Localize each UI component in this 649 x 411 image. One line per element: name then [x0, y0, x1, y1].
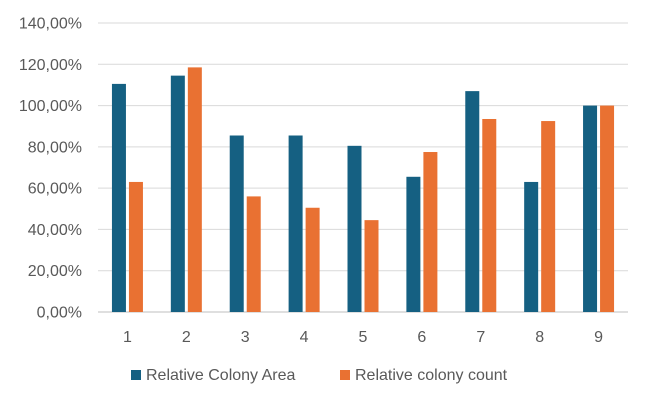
x-tick-label: 6	[417, 329, 426, 346]
bars	[111, 67, 615, 313]
y-tick-label: 40,00%	[28, 222, 82, 239]
y-tick-label: 60,00%	[28, 181, 82, 198]
legend-label: Relative colony count	[355, 367, 508, 384]
bar-relative-colony-count-2	[187, 67, 202, 312]
bar-relative-colony-count-8	[541, 121, 556, 312]
x-tick-label: 3	[241, 329, 250, 346]
bar-relative-colony-count-4	[305, 207, 320, 312]
x-tick-label: 7	[476, 329, 485, 346]
x-tick-label: 1	[123, 329, 132, 346]
y-axis-tick-labels: 0,00% 20,00% 40,00% 60,00% 80,00% 100,00% 120,…	[19, 16, 82, 322]
bar-relative-colony-area-2	[170, 75, 185, 312]
y-tick-label: 20,00%	[28, 263, 82, 280]
y-tick-label: 0,00%	[37, 305, 82, 322]
bar-relative-colony-area-6	[406, 176, 421, 312]
bar-relative-colony-area-7	[465, 91, 480, 312]
legend-swatch	[340, 370, 350, 380]
bar-relative-colony-area-4	[288, 135, 303, 312]
legend: Relative Colony Area Relative colony coun…	[131, 367, 508, 384]
legend-swatch	[131, 370, 141, 380]
x-tick-label: 2	[182, 329, 191, 346]
y-tick-label: 140,00%	[19, 16, 82, 33]
bar-relative-colony-area-3	[229, 135, 244, 312]
x-tick-label: 5	[359, 329, 368, 346]
bar-relative-colony-count-9	[600, 105, 615, 312]
bar-relative-colony-count-5	[364, 220, 379, 312]
bar-relative-colony-area-8	[524, 181, 539, 312]
gridlines	[98, 22, 628, 313]
legend-label: Relative Colony Area	[146, 367, 296, 384]
bar-relative-colony-area-1	[111, 83, 126, 313]
bar-relative-colony-area-9	[583, 105, 598, 312]
bar-relative-colony-count-6	[423, 152, 438, 312]
bar-relative-colony-area-5	[347, 145, 362, 312]
y-tick-label: 100,00%	[19, 98, 82, 115]
bar-relative-colony-count-7	[482, 118, 497, 312]
bar-relative-colony-count-3	[246, 196, 261, 312]
x-tick-label: 4	[300, 329, 309, 346]
bar-relative-colony-count-1	[128, 181, 143, 312]
y-tick-label: 80,00%	[28, 139, 82, 156]
x-axis-tick-labels: 1 2 3 4 5 6 7 8 9	[123, 329, 603, 346]
x-tick-label: 9	[594, 329, 603, 346]
y-tick-label: 120,00%	[19, 57, 82, 74]
x-tick-label: 8	[535, 329, 544, 346]
